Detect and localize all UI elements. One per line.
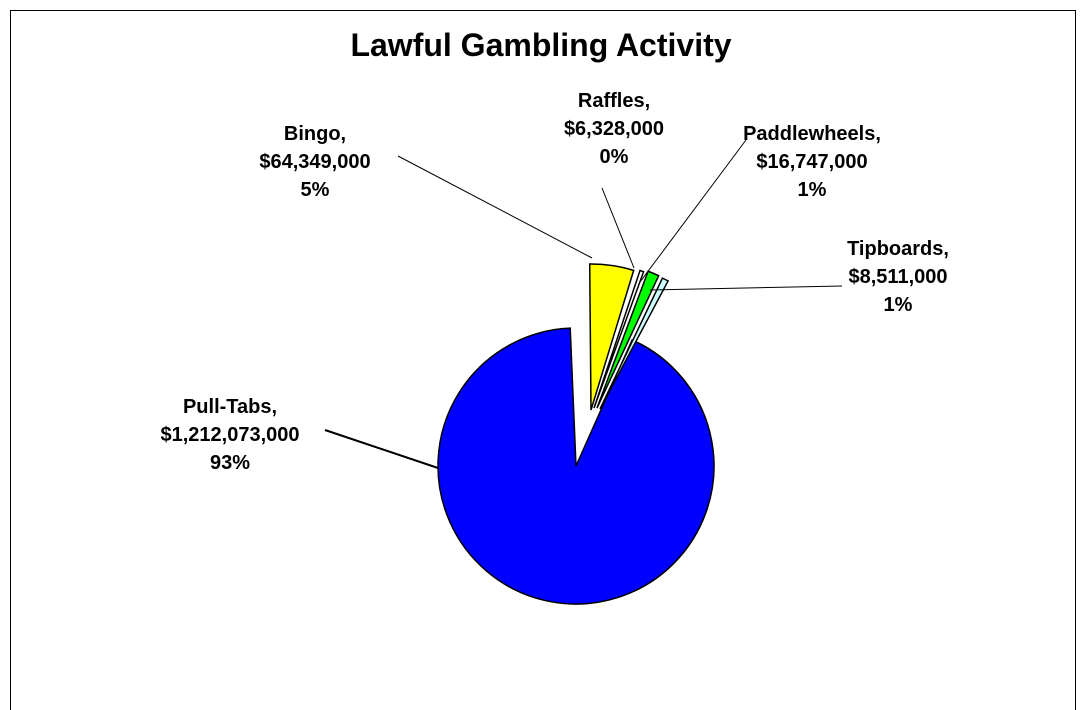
pie-slice-bingo <box>588 263 635 411</box>
slice-name-bingo: Bingo, <box>284 123 346 145</box>
slice-value-paddlewheels: $16,747,000 <box>756 151 867 173</box>
slice-value-pull-tabs: $1,212,073,000 <box>160 424 299 446</box>
slice-percent-pull-tabs: 93% <box>210 452 250 474</box>
slice-percent-raffles: 0% <box>600 146 629 168</box>
chart-frame <box>10 10 1076 710</box>
slice-name-raffles: Raffles, <box>578 90 650 112</box>
chart-title: Lawful Gambling Activity <box>350 27 731 63</box>
slice-labels: Pull-Tabs, $1,212,073,000 93% Bingo, $64,349… <box>160 90 948 474</box>
slice-value-tipboards: $8,511,000 <box>849 266 948 288</box>
leader-line-raffles <box>601 187 635 269</box>
slice-value-bingo: $64,349,000 <box>259 151 370 173</box>
slice-value-raffles: $6,328,000 <box>564 118 664 140</box>
pie-slice-raffles <box>593 269 645 409</box>
leader-line-pull-tabs <box>324 429 439 469</box>
leader-lines <box>324 139 843 469</box>
pie-slices <box>437 263 715 605</box>
leader-line-tipboards <box>649 285 843 291</box>
slice-name-pull-tabs: Pull-Tabs, <box>183 396 277 418</box>
slice-name-tipboards: Tipboards, <box>847 238 949 260</box>
leader-line-paddlewheels <box>639 139 747 283</box>
slice-percent-tipboards: 1% <box>884 294 913 316</box>
slice-percent-paddlewheels: 1% <box>798 179 827 201</box>
pie-slice-tipboards <box>599 277 670 410</box>
pie-slice-pull-tabs <box>437 327 715 605</box>
slice-percent-bingo: 5% <box>301 179 330 201</box>
slice-name-paddlewheels: Paddlewheels, <box>743 123 881 145</box>
leader-line-bingo <box>397 155 593 259</box>
